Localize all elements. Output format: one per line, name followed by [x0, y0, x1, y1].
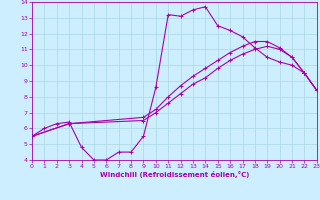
X-axis label: Windchill (Refroidissement éolien,°C): Windchill (Refroidissement éolien,°C): [100, 171, 249, 178]
